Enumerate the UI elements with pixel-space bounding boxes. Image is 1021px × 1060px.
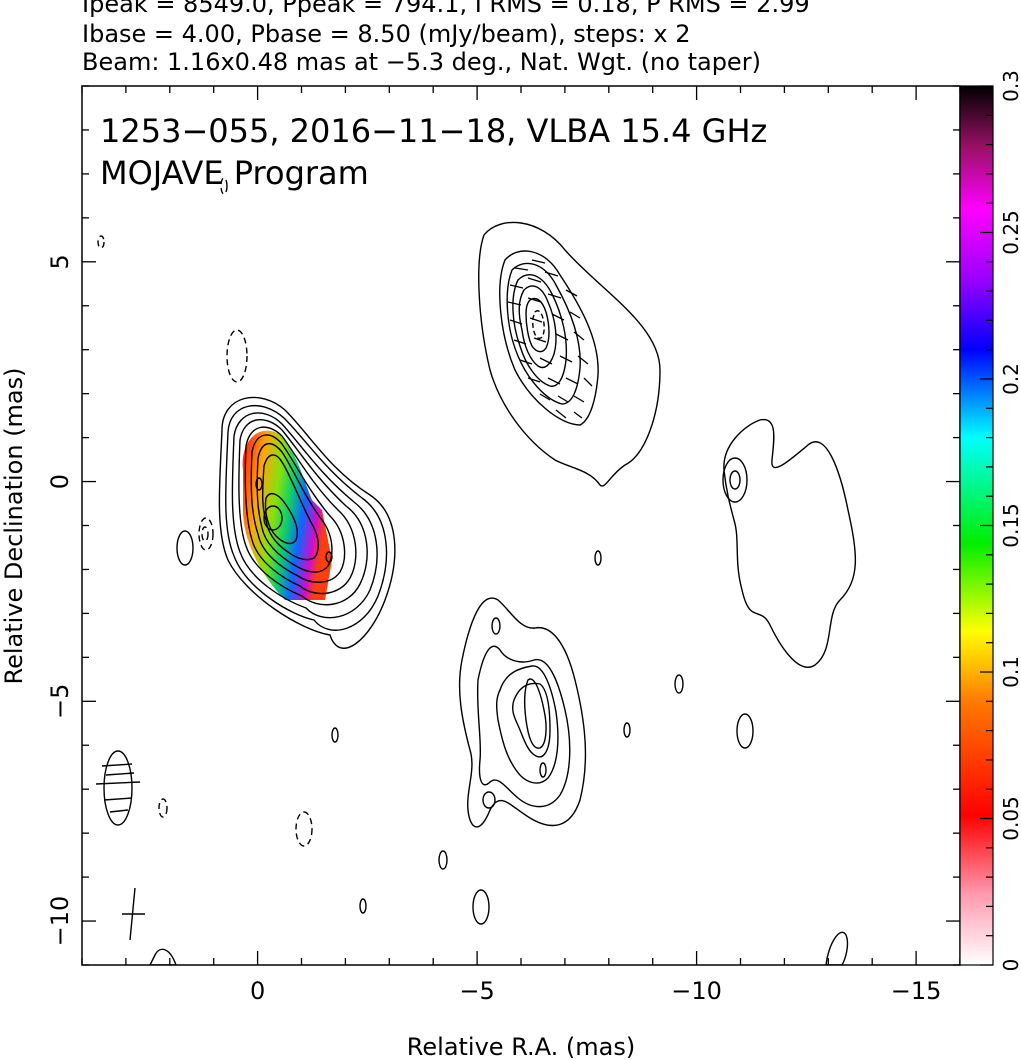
y-axis-ticks: 5 0 −5 −10 xyxy=(46,85,960,966)
header-peak-rms: Ipeak = 8549.0, Ppeak = 794.1, I RMS = 0… xyxy=(82,0,810,18)
y-tick-label: −5 xyxy=(46,684,74,719)
colorbar-tick-label: 0.1 xyxy=(999,656,1021,688)
plot-frame xyxy=(81,85,961,966)
polarization-fraction-map xyxy=(242,430,332,600)
y-tick-label: −10 xyxy=(46,896,74,947)
colorbar-tick-label: 0 xyxy=(999,959,1021,972)
y-tick-label: 0 xyxy=(46,474,74,489)
intensity-contours xyxy=(97,177,856,965)
scale-cross xyxy=(122,887,145,941)
header-base-steps: Ibase = 4.00, Pbase = 8.50 (mJy/beam), s… xyxy=(82,20,691,48)
x-axis-ticks: 0 −5 −10 −15 xyxy=(81,86,961,1005)
colorbar-tick-label: 0.05 xyxy=(999,796,1021,841)
evpa-ticks xyxy=(507,259,593,419)
x-tick-label: 0 xyxy=(250,977,265,1005)
colorbar-tick-label: 0.2 xyxy=(999,363,1021,395)
x-tick-label: −10 xyxy=(671,977,722,1005)
colorbar-tick-label: 0.25 xyxy=(999,210,1021,255)
y-tick-label: 5 xyxy=(46,254,74,269)
beam-ellipse xyxy=(95,750,141,826)
y-axis-label: Relative Declination (mas) xyxy=(0,367,28,684)
program-label: MOJAVE Program xyxy=(100,154,369,192)
source-label: 1253−055, 2016−11−18, VLBA 15.4 GHz xyxy=(100,112,767,150)
header-beam: Beam: 1.16x0.48 mas at −5.3 deg., Nat. W… xyxy=(82,48,761,76)
x-tick-label: −5 xyxy=(459,977,494,1005)
colorbar-tick-label: 0.15 xyxy=(999,503,1021,548)
x-tick-label: −15 xyxy=(891,977,942,1005)
x-axis-label: Relative R.A. (mas) xyxy=(407,1033,635,1060)
colorbar-tick-label: 0.3 xyxy=(999,70,1021,102)
colorbar-ticks: 0 0.05 0.1 0.15 0.2 0.25 0.3 xyxy=(980,70,1021,971)
